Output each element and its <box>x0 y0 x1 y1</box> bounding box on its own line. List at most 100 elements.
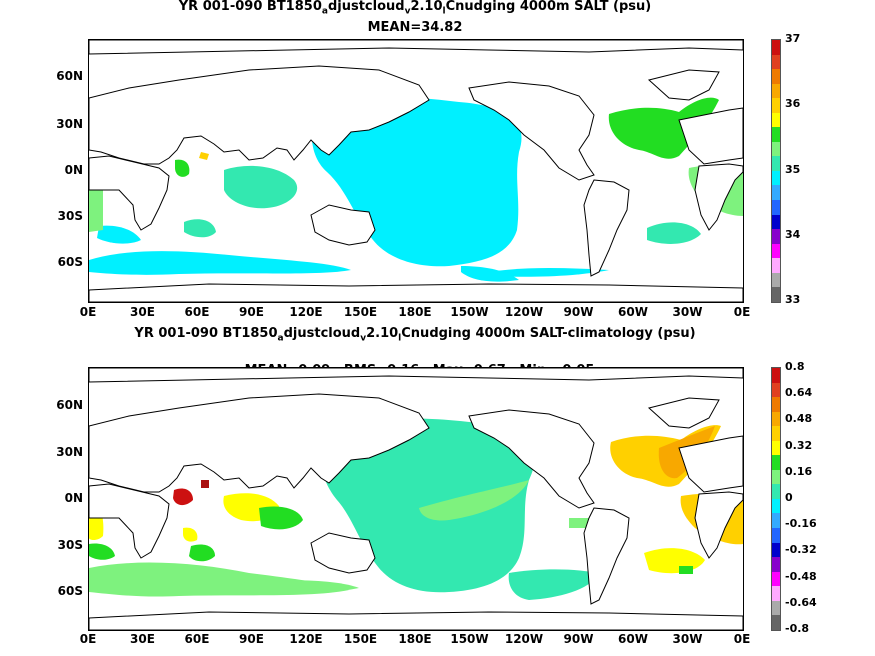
bottom-anomaly-field <box>89 418 743 600</box>
bottom-cbar-label: 0.8 <box>785 360 805 373</box>
colorbar-segment <box>772 411 780 427</box>
colorbar-segment <box>772 185 780 201</box>
top-cbar-label-37: 37 <box>785 32 801 45</box>
xtick-label: 120E <box>289 305 323 319</box>
colorbar-segment <box>772 368 780 383</box>
xtick-label: 30E <box>130 305 155 319</box>
xtick-label: 120W <box>504 632 544 646</box>
xtick-label: 0E <box>733 305 751 319</box>
bottom-cbar-label: -0.32 <box>785 543 817 557</box>
bottom-coastlines <box>89 368 743 630</box>
colorbar-segment <box>772 258 780 273</box>
colorbar-segment <box>772 455 780 470</box>
xtick-label: 0E <box>733 632 751 646</box>
bottom-cbar-label: -0.48 <box>785 569 817 583</box>
colorbar-segment <box>772 571 780 587</box>
colorbar-segment <box>772 54 780 70</box>
top-title: YR 001-090 BT1850adjustcloudv2.10lCnudgi… <box>178 0 652 17</box>
colorbar-segment <box>772 170 780 186</box>
xtick-label: 120E <box>289 632 323 646</box>
bottom-cbar-label: 0.16 <box>785 464 813 478</box>
bottom-ytick-30S: 30S <box>57 538 83 552</box>
colorbar-segment <box>772 513 780 529</box>
top-cbar-label-35: 35 <box>785 163 801 176</box>
top-cbar-label-36: 36 <box>785 97 801 110</box>
top-map-svg <box>89 40 743 302</box>
xtick-label: 30W <box>672 305 703 319</box>
colorbar-segment <box>772 586 780 601</box>
top-colorbar <box>771 39 781 303</box>
bottom-ytick-0N: 0N <box>64 491 83 505</box>
colorbar-segment <box>772 200 780 215</box>
xtick-label: 180E <box>398 305 432 319</box>
xtick-label: 120W <box>504 305 544 319</box>
colorbar-segment <box>772 498 780 514</box>
top-ytick-60N: 60N <box>56 69 83 83</box>
colorbar-segment <box>772 287 780 302</box>
top-map-plot <box>88 39 744 303</box>
xtick-label: 90E <box>239 632 264 646</box>
colorbar-segment <box>772 83 780 99</box>
colorbar-segment <box>772 127 780 142</box>
xtick-label: 30E <box>130 632 155 646</box>
colorbar-segment <box>772 112 780 128</box>
colorbar-segment <box>772 542 780 558</box>
colorbar-segment <box>772 440 780 456</box>
colorbar-segment <box>772 426 780 441</box>
colorbar-segment <box>772 615 780 630</box>
xtick-label: 0E <box>79 305 97 319</box>
colorbar-segment <box>772 156 780 171</box>
xtick-label: 60W <box>618 632 648 646</box>
xtick-label: 90W <box>563 632 594 646</box>
bottom-title: YR 001-090 BT1850adjustcloudv2.10lCnudgi… <box>134 326 696 344</box>
bottom-cbar-label: 0 <box>785 491 793 504</box>
colorbar-segment <box>772 557 780 572</box>
colorbar-segment <box>772 141 780 157</box>
xtick-label: 90W <box>563 305 594 319</box>
colorbar-segment <box>772 214 780 230</box>
xtick-label: 150E <box>343 632 378 646</box>
bottom-cbar-label: -0.64 <box>785 595 817 609</box>
xtick-label: 90E <box>239 305 264 319</box>
xtick-label: 150W <box>450 305 489 319</box>
top-stats: MEAN=34.82 <box>367 20 463 35</box>
bottom-cbar-label: 0.64 <box>785 386 813 400</box>
xtick-label: 150E <box>343 305 378 319</box>
top-ytick-30S: 30S <box>57 209 83 223</box>
xtick-label: 30W <box>672 632 703 646</box>
bottom-map-svg <box>89 368 743 630</box>
bottom-cbar-label: 0.32 <box>785 438 813 452</box>
bottom-cbar-label: 0.48 <box>785 412 813 426</box>
bottom-ytick-60S: 60S <box>57 584 83 598</box>
top-ytick-30N: 30N <box>56 117 83 131</box>
top-cbar-label-34: 34 <box>785 228 801 241</box>
bottom-ytick-30N: 30N <box>56 445 83 459</box>
colorbar-segment <box>772 600 780 616</box>
colorbar-segment <box>772 484 780 499</box>
colorbar-segment <box>772 243 780 259</box>
colorbar-segment <box>772 98 780 113</box>
xtick-label: 60E <box>184 632 210 646</box>
top-coastlines <box>89 40 743 302</box>
colorbar-segment <box>772 528 780 543</box>
top-ytick-60S: 60S <box>57 255 83 269</box>
xtick-label: 180E <box>398 632 432 646</box>
bottom-colorbar <box>771 367 781 631</box>
bottom-ytick-60N: 60N <box>56 398 83 412</box>
top-cbar-label-33: 33 <box>785 293 801 306</box>
colorbar-segment <box>772 469 780 485</box>
xtick-label: 150W <box>450 632 489 646</box>
xtick-label: 0E <box>79 632 97 646</box>
colorbar-segment <box>772 229 780 244</box>
top-ytick-0N: 0N <box>64 163 83 177</box>
colorbar-segment <box>772 272 780 288</box>
xtick-label: 60E <box>184 305 210 319</box>
colorbar-segment <box>772 397 780 412</box>
bottom-cbar-label: -0.8 <box>785 622 810 635</box>
colorbar-segment <box>772 40 780 55</box>
bottom-map-plot <box>88 367 744 631</box>
colorbar-segment <box>772 69 780 84</box>
bottom-cbar-label: -0.16 <box>785 517 817 531</box>
colorbar-segment <box>772 382 780 398</box>
xtick-label: 60W <box>618 305 648 319</box>
